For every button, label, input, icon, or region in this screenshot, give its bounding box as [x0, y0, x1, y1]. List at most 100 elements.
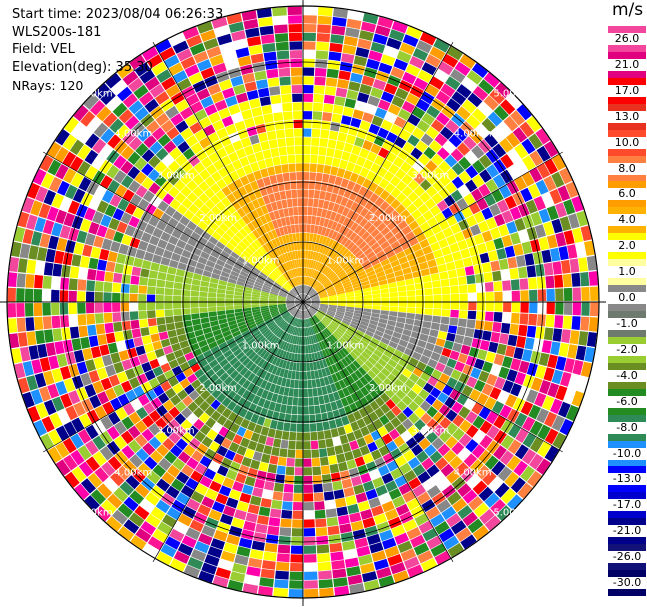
velocity-gate [278, 359, 285, 368]
velocity-gate [500, 99, 516, 115]
velocity-gate [269, 175, 278, 185]
velocity-gate [319, 138, 329, 148]
velocity-gate [271, 499, 283, 510]
velocity-gate [306, 362, 311, 371]
velocity-gate [251, 296, 260, 300]
velocity-gate [258, 274, 267, 281]
velocity-gate [427, 485, 441, 499]
velocity-gate [118, 526, 135, 541]
velocity-gate [398, 302, 407, 307]
velocity-gate [90, 346, 102, 359]
velocity-gate [528, 133, 543, 150]
velocity-gate [331, 221, 338, 231]
velocity-gate [203, 38, 219, 50]
velocity-gate [324, 228, 331, 237]
velocity-gate [303, 299, 311, 302]
velocity-gate [355, 379, 365, 389]
velocity-gate [311, 128, 321, 138]
velocity-gate [328, 273, 337, 280]
velocity-gate [541, 340, 552, 354]
velocity-gate [417, 69, 433, 83]
velocity-gate [247, 338, 256, 346]
velocity-gate [424, 83, 440, 97]
velocity-gate [303, 6, 318, 15]
velocity-gate [345, 134, 356, 145]
velocity-gate [319, 350, 325, 360]
velocity-gate [303, 302, 306, 310]
velocity-gate [482, 470, 497, 486]
velocity-gate [129, 54, 146, 70]
velocity-gate [230, 251, 240, 260]
velocity-gate [268, 262, 276, 270]
velocity-gate [281, 431, 290, 440]
velocity-gate [314, 76, 326, 86]
velocity-gate [590, 302, 599, 317]
velocity-gate [406, 284, 415, 291]
velocity-gate [424, 252, 435, 262]
velocity-gate [180, 173, 192, 185]
velocity-gate [389, 287, 398, 293]
velocity-gate [188, 437, 201, 450]
velocity-gate [363, 159, 374, 170]
velocity-gate [330, 551, 344, 561]
velocity-gate [234, 311, 244, 317]
velocity-gate [297, 276, 301, 285]
velocity-gate [303, 285, 306, 294]
velocity-gate [385, 508, 399, 521]
velocity-gate [332, 332, 340, 341]
velocity-gate [337, 205, 345, 215]
velocity-gate [571, 272, 581, 287]
velocity-gate [195, 209, 206, 220]
velocity-gate [363, 579, 380, 591]
velocity-gate [496, 199, 509, 213]
velocity-gate [35, 186, 48, 203]
velocity-gate [212, 268, 222, 276]
velocity-gate [285, 314, 292, 321]
velocity-gate [417, 491, 431, 505]
velocity-gate [185, 93, 200, 106]
velocity-gate [172, 210, 183, 222]
velocity-gate [482, 330, 492, 341]
velocity-gate [294, 137, 303, 146]
velocity-gate [271, 103, 283, 113]
start-time-text: Start time: 2023/08/04 06:26:33 [12, 7, 224, 22]
velocity-gate [284, 351, 290, 361]
velocity-gate [215, 190, 226, 201]
velocity-gate [228, 104, 241, 116]
velocity-gate [276, 465, 286, 475]
velocity-gate [384, 267, 394, 275]
velocity-gate [353, 410, 362, 421]
velocity-gate [446, 513, 462, 528]
velocity-gate [136, 219, 148, 232]
velocity-gate [338, 225, 346, 234]
velocity-gate [425, 342, 435, 352]
velocity-gate [274, 120, 285, 130]
velocity-gate [343, 170, 353, 180]
velocity-gate [236, 501, 249, 512]
velocity-gate [389, 292, 398, 298]
velocity-gate [48, 429, 62, 446]
velocity-gate [104, 271, 114, 282]
velocity-gate [529, 302, 538, 314]
velocity-gate [297, 310, 301, 318]
velocity-gate [561, 329, 571, 344]
velocity-gate [326, 286, 335, 292]
velocity-gate [235, 92, 249, 104]
velocity-gate [374, 362, 384, 372]
velocity-gate [102, 354, 113, 367]
range-ring-label: 2.00km [369, 213, 407, 224]
velocity-gate [379, 314, 389, 320]
velocity-gate [279, 309, 288, 314]
velocity-gate [367, 224, 377, 234]
velocity-gate [551, 369, 564, 385]
velocity-gate [452, 414, 465, 427]
velocity-gate [77, 302, 86, 314]
velocity-gate [217, 465, 229, 477]
velocity-gate [275, 357, 282, 367]
velocity-gate [493, 415, 506, 429]
velocity-gate [175, 372, 187, 383]
velocity-gate [361, 280, 370, 286]
velocity-gate [313, 261, 319, 270]
velocity-gate [189, 122, 203, 135]
velocity-gate [311, 137, 320, 147]
